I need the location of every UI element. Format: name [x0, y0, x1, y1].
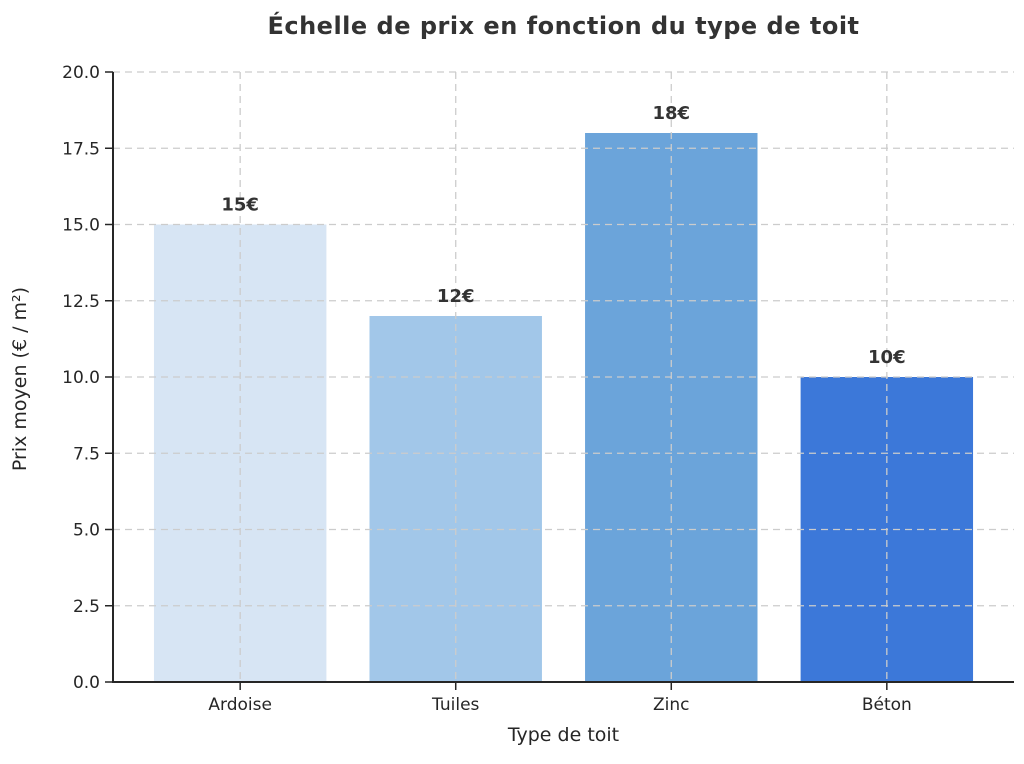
y-tick-label: 5.0 — [73, 521, 100, 541]
y-axis-label: Prix moyen (€ / m²) — [9, 286, 31, 472]
y-tick-label: 20.0 — [62, 63, 100, 83]
x-tick-label-ardoise: Ardoise — [208, 695, 272, 715]
bar-value-label-tuiles: 12€ — [437, 286, 475, 307]
y-tick-label: 10.0 — [62, 368, 100, 388]
bar-value-label-zinc: 18€ — [652, 103, 690, 124]
chart-title: Échelle de prix en fonction du type de t… — [267, 12, 860, 40]
x-tick-label-tuiles: Tuiles — [431, 695, 479, 715]
y-tick-label: 17.5 — [62, 139, 100, 159]
y-tick-label: 15.0 — [62, 216, 100, 236]
x-tick-label-beton: Béton — [862, 695, 912, 715]
y-tick-label: 0.0 — [73, 673, 100, 693]
x-tick-label-zinc: Zinc — [653, 695, 690, 715]
bar-zinc — [585, 133, 758, 682]
y-tick-label: 7.5 — [73, 444, 100, 464]
bar-value-label-beton: 10€ — [868, 347, 906, 368]
x-axis-label: Type de toit — [507, 724, 620, 746]
bar-value-label-ardoise: 15€ — [221, 195, 259, 216]
y-tick-label: 12.5 — [62, 292, 100, 312]
y-tick-label: 2.5 — [73, 597, 100, 617]
